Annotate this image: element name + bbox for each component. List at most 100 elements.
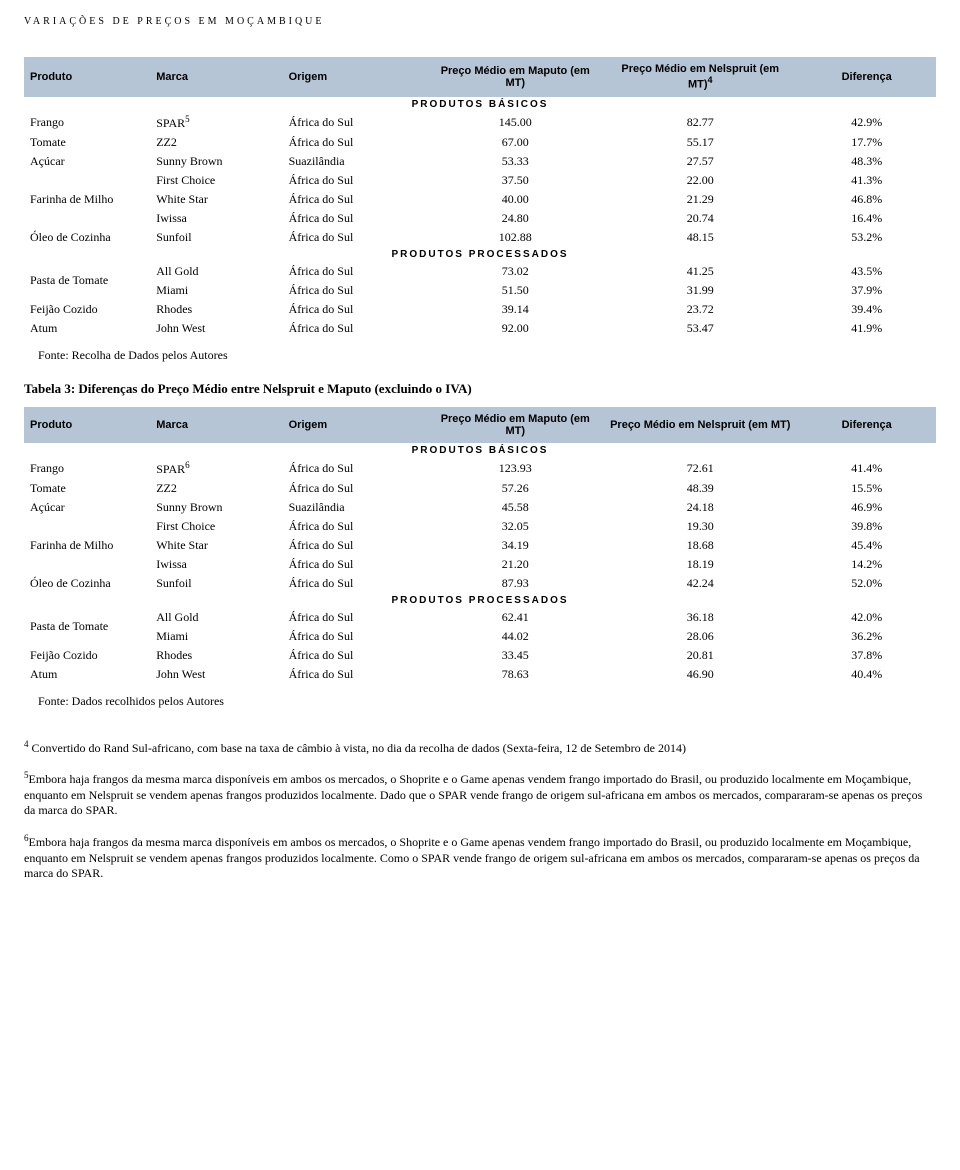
cell-maputo: 39.14 [427, 300, 603, 319]
cell-produto: Óleo de Cozinha [24, 228, 150, 247]
table-row: MiamiÁfrica do Sul44.0228.0636.2% [24, 627, 936, 646]
th-origem: Origem [283, 407, 428, 443]
cell-marca: John West [150, 665, 282, 684]
cell-nelspruit: 41.25 [603, 262, 797, 281]
section-processados: PRODUTOS PROCESSADOS [24, 593, 936, 608]
cell-maputo: 123.93 [427, 458, 603, 479]
cell-produto: Pasta de Tomate [24, 262, 150, 300]
cell-origem: África do Sul [283, 665, 428, 684]
table-row: AçúcarSunny BrownSuazilândia53.3327.5748… [24, 152, 936, 171]
cell-origem: África do Sul [283, 319, 428, 338]
table-2: Produto Marca Origem Preço Médio em Mapu… [24, 407, 936, 684]
cell-marca: Iwissa [150, 209, 282, 228]
th-diferenca: Diferença [797, 407, 936, 443]
cell-maputo: 92.00 [427, 319, 603, 338]
cell-maputo: 73.02 [427, 262, 603, 281]
table-row: Feijão CozidoRhodesÁfrica do Sul33.4520.… [24, 646, 936, 665]
th-produto: Produto [24, 57, 150, 97]
cell-maputo: 40.00 [427, 190, 603, 209]
cell-maputo: 37.50 [427, 171, 603, 190]
th-origem: Origem [283, 57, 428, 97]
cell-origem: África do Sul [283, 536, 428, 555]
cell-produto: Tomate [24, 479, 150, 498]
page-header: VARIAÇÕES DE PREÇOS EM MOÇAMBIQUE [24, 16, 936, 27]
cell-marca: Sunfoil [150, 574, 282, 593]
table-row: Pasta de TomateAll GoldÁfrica do Sul73.0… [24, 262, 936, 281]
footnote: 6Embora haja frangos da mesma marca disp… [24, 833, 936, 882]
th-maputo: Preço Médio em Maputo (em MT) [427, 57, 603, 97]
cell-marca: Miami [150, 281, 282, 300]
cell-marca: First Choice [150, 171, 282, 190]
section-basicos: PRODUTOS BÁSICOS [24, 97, 936, 112]
cell-nelspruit: 42.24 [603, 574, 797, 593]
cell-nelspruit: 55.17 [603, 133, 797, 152]
cell-marca: White Star [150, 190, 282, 209]
cell-origem: África do Sul [283, 133, 428, 152]
cell-marca: Sunny Brown [150, 498, 282, 517]
cell-maputo: 24.80 [427, 209, 603, 228]
cell-produto: Açúcar [24, 498, 150, 517]
cell-origem: África do Sul [283, 262, 428, 281]
cell-maputo: 62.41 [427, 608, 603, 627]
cell-maputo: 67.00 [427, 133, 603, 152]
cell-produto: Tomate [24, 133, 150, 152]
cell-marca: All Gold [150, 608, 282, 627]
cell-nelspruit: 31.99 [603, 281, 797, 300]
cell-nelspruit: 27.57 [603, 152, 797, 171]
cell-diferenca: 41.9% [797, 319, 936, 338]
cell-marca: All Gold [150, 262, 282, 281]
cell-maputo: 53.33 [427, 152, 603, 171]
table-row: AtumJohn WestÁfrica do Sul92.0053.4741.9… [24, 319, 936, 338]
cell-maputo: 51.50 [427, 281, 603, 300]
table-row: IwissaÁfrica do Sul24.8020.7416.4% [24, 209, 936, 228]
footnotes: 4 Convertido do Rand Sul-africano, com b… [24, 739, 936, 882]
table-row: White StarÁfrica do Sul40.0021.2946.8% [24, 190, 936, 209]
cell-diferenca: 15.5% [797, 479, 936, 498]
th-nelspruit: Preço Médio em Nelspruit (em MT) [603, 407, 797, 443]
th-marca: Marca [150, 57, 282, 97]
cell-diferenca: 16.4% [797, 209, 936, 228]
cell-maputo: 87.93 [427, 574, 603, 593]
cell-produto: Açúcar [24, 152, 150, 171]
cell-nelspruit: 46.90 [603, 665, 797, 684]
cell-produto: Frango [24, 458, 150, 479]
th-produto: Produto [24, 407, 150, 443]
cell-produto: Frango [24, 112, 150, 133]
cell-maputo: 44.02 [427, 627, 603, 646]
section-basicos: PRODUTOS BÁSICOS [24, 443, 936, 458]
cell-origem: África do Sul [283, 300, 428, 319]
cell-origem: África do Sul [283, 517, 428, 536]
cell-origem: África do Sul [283, 479, 428, 498]
table-row: Feijão CozidoRhodesÁfrica do Sul39.1423.… [24, 300, 936, 319]
cell-marca: SPAR6 [150, 458, 282, 479]
cell-origem: África do Sul [283, 646, 428, 665]
cell-produto: Atum [24, 319, 150, 338]
cell-diferenca: 42.9% [797, 112, 936, 133]
footnote: 5Embora haja frangos da mesma marca disp… [24, 770, 936, 819]
cell-maputo: 34.19 [427, 536, 603, 555]
cell-maputo: 102.88 [427, 228, 603, 247]
cell-maputo: 45.58 [427, 498, 603, 517]
cell-origem: África do Sul [283, 458, 428, 479]
cell-diferenca: 39.8% [797, 517, 936, 536]
cell-origem: África do Sul [283, 627, 428, 646]
cell-origem: África do Sul [283, 608, 428, 627]
cell-diferenca: 53.2% [797, 228, 936, 247]
cell-nelspruit: 20.74 [603, 209, 797, 228]
cell-produto: Óleo de Cozinha [24, 574, 150, 593]
cell-nelspruit: 23.72 [603, 300, 797, 319]
cell-maputo: 32.05 [427, 517, 603, 536]
cell-marca: ZZ2 [150, 479, 282, 498]
cell-diferenca: 45.4% [797, 536, 936, 555]
th-marca: Marca [150, 407, 282, 443]
table-row: Óleo de CozinhaSunfoilÁfrica do Sul102.8… [24, 228, 936, 247]
cell-nelspruit: 28.06 [603, 627, 797, 646]
cell-marca: ZZ2 [150, 133, 282, 152]
table-row: TomateZZ2África do Sul67.0055.1717.7% [24, 133, 936, 152]
cell-marca: Miami [150, 627, 282, 646]
cell-diferenca: 37.8% [797, 646, 936, 665]
table-row: Farinha de MilhoFirst ChoiceÁfrica do Su… [24, 517, 936, 536]
cell-marca: Rhodes [150, 300, 282, 319]
cell-maputo: 33.45 [427, 646, 603, 665]
cell-produto: Farinha de Milho [24, 517, 150, 574]
